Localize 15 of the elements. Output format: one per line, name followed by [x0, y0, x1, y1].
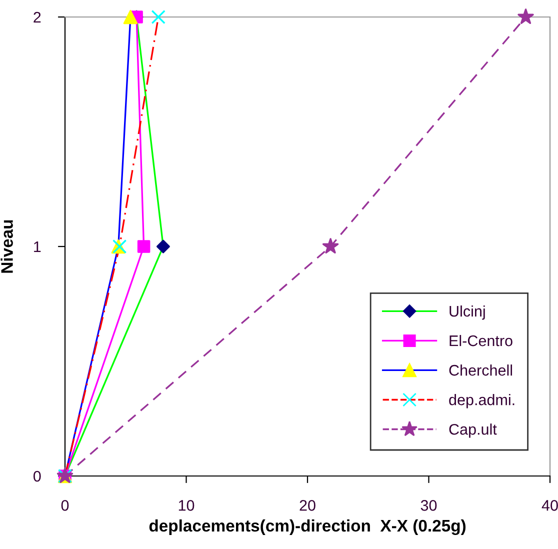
- y-axis-title: Niveau: [0, 220, 13, 273]
- legend-label: Cap.ult: [449, 424, 497, 438]
- y-tick-label: 1: [34, 242, 41, 252]
- legend-label: Ulcinj: [450, 305, 485, 320]
- x-tick-label: 10: [178, 500, 194, 511]
- x-tick-label: 30: [420, 500, 437, 511]
- legend-label: El-Centro: [450, 334, 512, 346]
- legend-label: Cherchell: [449, 364, 512, 376]
- x-tick-label: 20: [300, 500, 316, 511]
- y-tick-label: 0: [33, 470, 41, 482]
- x-tick-label: 40: [542, 500, 558, 511]
- x-axis-title: deplacements(cm)-direction X-X (0.25g): [149, 519, 466, 536]
- y-tick-label: 2: [34, 12, 41, 23]
- legend-label: dep.admi.: [449, 394, 514, 408]
- x-tick-label: 0: [61, 500, 69, 511]
